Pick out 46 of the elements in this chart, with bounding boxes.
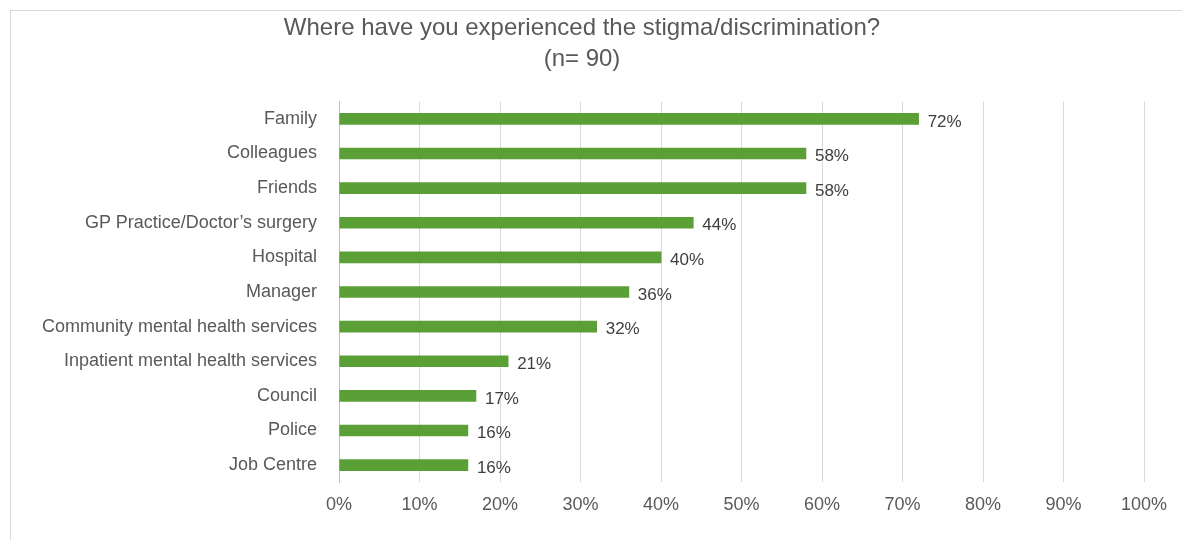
data-label: 44%	[702, 215, 737, 235]
bar	[339, 424, 469, 437]
y-tick-label: Police	[268, 419, 318, 440]
y-tick-label: Inpatient mental health services	[63, 350, 318, 371]
y-tick-label: Friends	[257, 177, 318, 198]
y-tick-label: Community mental health services	[42, 315, 318, 336]
bar	[339, 459, 469, 471]
data-label: 36%	[637, 284, 672, 304]
y-tick-label: Manager	[246, 280, 318, 301]
y-tick-label: Council	[257, 384, 318, 405]
x-tick-label: 40%	[643, 494, 680, 515]
bar	[339, 113, 919, 125]
data-label: 21%	[517, 353, 552, 373]
bar	[339, 147, 807, 160]
bar	[339, 320, 597, 333]
data-label: 72%	[927, 111, 962, 131]
x-tick-label: 50%	[723, 494, 760, 515]
y-tick-label: Job Centre	[229, 454, 318, 475]
y-tick-label: Family	[264, 107, 318, 128]
data-label: 40%	[670, 250, 705, 270]
chart-title: Where have you experienced the stigma/discrimination?	[283, 13, 881, 41]
bar	[339, 251, 662, 264]
bar	[339, 216, 694, 229]
data-label: 17%	[484, 388, 519, 408]
bar	[339, 355, 509, 368]
y-tick-label: Colleagues	[227, 142, 318, 163]
bar	[339, 182, 807, 194]
x-tick-label: 80%	[965, 494, 1002, 515]
x-tick-label: 70%	[884, 494, 921, 515]
data-label: 32%	[605, 319, 640, 339]
x-tick-label: 10%	[401, 494, 438, 515]
bar	[339, 390, 477, 402]
x-tick-label: 100%	[1120, 494, 1168, 515]
data-label: 58%	[814, 180, 849, 200]
x-tick-label: 60%	[804, 494, 841, 515]
x-tick-label: 30%	[562, 494, 599, 515]
data-label: 16%	[476, 423, 511, 443]
x-tick-label: 0%	[326, 494, 353, 515]
y-tick-label: GP Practice/Doctor’s surgery	[85, 211, 318, 232]
x-tick-label: 90%	[1045, 494, 1082, 515]
bar	[339, 286, 630, 298]
chart-subtitle: (n= 90)	[543, 43, 621, 71]
y-tick-label: Hospital	[252, 246, 318, 267]
x-tick-label: 20%	[482, 494, 519, 515]
data-label: 58%	[814, 146, 849, 166]
data-label: 16%	[476, 457, 511, 477]
